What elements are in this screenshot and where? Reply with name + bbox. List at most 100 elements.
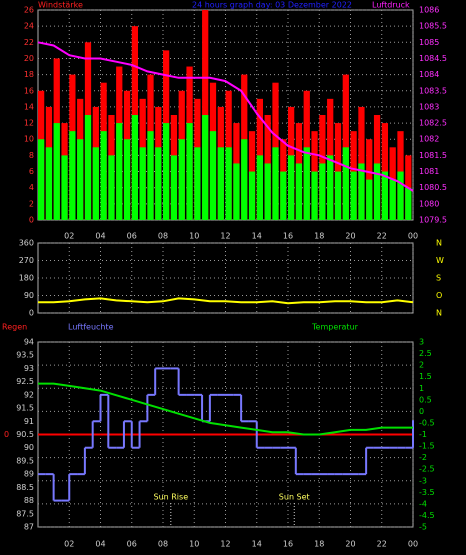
y2-tick-label: 1083.5 — [419, 86, 447, 95]
y-tick-label: 87.5 — [16, 509, 34, 518]
x-tick-label: 08 — [158, 232, 168, 241]
y-tick-label: 93.5 — [16, 351, 34, 360]
wind-label: Windstärke — [38, 1, 83, 10]
wind-bar — [350, 171, 357, 220]
y-tick-label: 8 — [29, 151, 34, 160]
wind-bar — [186, 123, 193, 220]
x-tick-label: 14 — [252, 232, 262, 241]
wind-bar — [381, 171, 388, 220]
wind-bar — [123, 139, 131, 220]
series-line — [38, 297, 414, 305]
y-tick-label: 270 — [19, 256, 34, 265]
y2-tick-label: -3 — [419, 476, 427, 485]
y2-tick-label: 1082.5 — [419, 119, 447, 128]
y-tick-label: 10 — [24, 135, 34, 144]
y2-tick-label: 2 — [419, 361, 424, 370]
x-tick-label: 06 — [127, 540, 137, 549]
wind-bar — [288, 155, 295, 220]
y2-tick-label: 1085.5 — [419, 22, 447, 31]
pressure-label: Luftdruck — [372, 1, 410, 10]
y2-tick-label: 1085 — [419, 38, 439, 47]
x-tick-label: 00 — [408, 540, 418, 549]
y2-tick-label: 1084 — [419, 70, 439, 79]
y2-tick-label: S — [436, 274, 441, 283]
x-tick-label: 06 — [127, 232, 137, 241]
y-tick-label: 90 — [24, 291, 34, 300]
y-tick-label: 91.5 — [16, 404, 34, 413]
y-tick-label: 88.5 — [16, 483, 34, 492]
wind-bar — [69, 131, 76, 220]
y-tick-label: 94 — [24, 338, 34, 347]
y-tick-label: 93 — [24, 364, 34, 373]
y-tick-label: 360 — [19, 239, 34, 248]
y-tick-label: 91 — [24, 417, 34, 426]
x-tick-label: 12 — [220, 540, 230, 549]
y-tick-label: 89.5 — [16, 456, 34, 465]
wind-bar — [155, 147, 162, 220]
x-tick-label: 14 — [252, 540, 262, 549]
y2-tick-label: N — [436, 309, 442, 318]
legend-rain: Regen — [2, 323, 27, 332]
y2-tick-label: 1081.5 — [419, 151, 447, 160]
wind-bar — [139, 147, 146, 220]
x-tick-label: 00 — [408, 232, 418, 241]
x-tick-label: 16 — [283, 232, 293, 241]
y2-tick-label: 1086 — [419, 6, 439, 15]
wind-bar — [217, 147, 224, 220]
x-tick-label: 10 — [189, 232, 199, 241]
y2-tick-label: 1083 — [419, 102, 439, 111]
y-tick-label: 22 — [24, 38, 34, 47]
wind-bar — [84, 115, 92, 220]
y2-tick-label: 3 — [419, 338, 424, 347]
y2-tick-label: -3.5 — [419, 488, 435, 497]
y2-tick-label: -2.5 — [419, 465, 435, 474]
y3-tick-label: 0 — [4, 430, 9, 439]
x-tick-label: 22 — [377, 540, 387, 549]
y2-tick-label: 1.5 — [419, 372, 432, 381]
x-tick-label: 02 — [64, 232, 74, 241]
wind-bar — [53, 123, 60, 220]
wind-bar — [202, 115, 209, 220]
wind-bar — [241, 139, 248, 220]
y-tick-label: 2 — [29, 199, 34, 208]
y2-tick-label: -0.5 — [419, 418, 435, 427]
y2-tick-label: -1 — [419, 430, 427, 439]
wind-bar — [405, 187, 412, 220]
y-tick-label: 6 — [29, 167, 34, 176]
wind-bar — [358, 163, 365, 220]
wind-bar — [108, 155, 115, 220]
wind-bar — [334, 171, 342, 220]
y-tick-label: 14 — [24, 102, 34, 111]
y2-tick-label: 0 — [419, 407, 424, 416]
wind-bar — [248, 171, 256, 220]
wind-bar — [92, 147, 99, 220]
y2-tick-label: 0.5 — [419, 395, 432, 404]
y2-tick-label: -1.5 — [419, 442, 435, 451]
wind-bar — [264, 163, 271, 220]
wind-bar — [178, 139, 185, 220]
wind-bar — [373, 163, 381, 220]
wind-bar — [233, 163, 240, 220]
wind-bar — [77, 139, 84, 220]
wind-bar — [209, 131, 217, 220]
y2-tick-label: -2 — [419, 453, 427, 462]
wind-bar — [61, 155, 68, 220]
wind-bar — [389, 179, 396, 220]
y-tick-label: 26 — [24, 6, 34, 15]
y-tick-label: 89 — [24, 470, 34, 479]
x-tick-label: 04 — [95, 540, 105, 549]
y-tick-label: 18 — [24, 70, 34, 79]
sun-label: Sun Rise — [153, 493, 188, 502]
wind-bar — [381, 123, 388, 220]
y-tick-label: 24 — [24, 22, 34, 31]
y2-tick-label: 1081 — [419, 167, 439, 176]
wind-bar — [256, 155, 263, 220]
wind-bar — [194, 147, 201, 220]
y2-tick-label: 1 — [419, 384, 424, 393]
x-tick-label: 18 — [314, 540, 324, 549]
wind-bar — [170, 155, 178, 220]
legend-humidity: Luftfeuchte — [68, 323, 114, 332]
wind-bar — [225, 147, 232, 220]
x-tick-label: 20 — [345, 540, 355, 549]
